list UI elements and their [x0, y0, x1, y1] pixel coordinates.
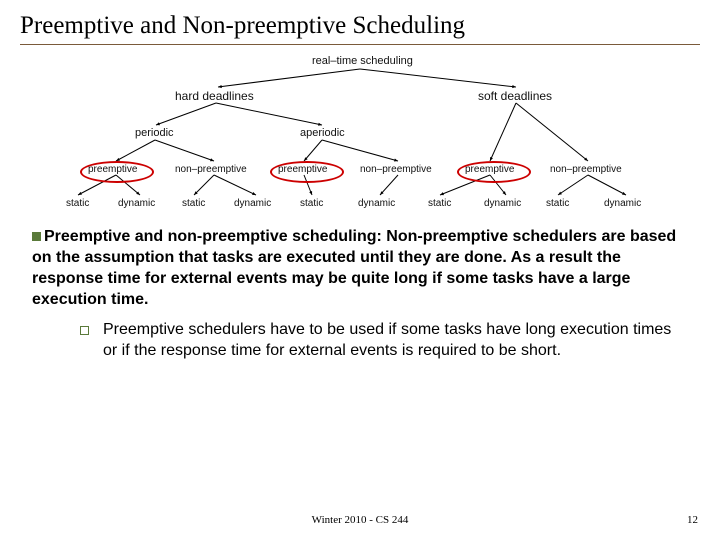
diagram-label-soft: soft deadlines [478, 89, 552, 103]
hollow-bullet-icon [80, 326, 89, 335]
tree-diagram: real–time scheduling hard deadlines soft d… [60, 55, 660, 210]
highlight-ellipse-0 [80, 161, 154, 183]
diagram-label-hard: hard deadlines [175, 89, 254, 103]
diagram-label-aperiodic: aperiodic [300, 127, 345, 139]
lead-text: Preemptive and non-preemptive scheduling… [44, 228, 386, 245]
diagram-label-st3: static [300, 198, 323, 209]
diagram-label-periodic: periodic [135, 127, 174, 139]
diagram-label-dy3: dynamic [358, 198, 395, 209]
diagram-label-st5: static [546, 198, 569, 209]
bullet-icon [32, 232, 41, 241]
diagram-label-non3: non–preemptive [550, 164, 622, 175]
page-number: 12 [687, 514, 698, 526]
highlight-ellipse-2 [457, 161, 531, 183]
diagram-label-st2: static [182, 198, 205, 209]
slide-title: Preemptive and Non-preemptive Scheduling [20, 12, 700, 40]
slide: Preemptive and Non-preemptive Scheduling… [0, 0, 720, 540]
diagram-label-st4: static [428, 198, 451, 209]
title-rule: Preemptive and Non-preemptive Scheduling [20, 12, 700, 45]
diagram-label-root: real–time scheduling [312, 55, 413, 67]
diagram-label-dy4: dynamic [484, 198, 521, 209]
diagram-label-st1: static [66, 198, 89, 209]
diagram-label-dy1: dynamic [118, 198, 155, 209]
sub-text: Preemptive schedulers have to be used if… [103, 320, 688, 361]
main-paragraph: Preemptive and non-preemptive scheduling… [32, 226, 688, 310]
footer-center: Winter 2010 - CS 244 [0, 514, 720, 526]
sub-bullet-row: Preemptive schedulers have to be used if… [80, 320, 688, 361]
highlight-ellipse-1 [270, 161, 344, 183]
diagram-label-dy2: dynamic [234, 198, 271, 209]
diagram-label-non1: non–preemptive [175, 164, 247, 175]
diagram-label-non2: non–preemptive [360, 164, 432, 175]
diagram-label-dy5: dynamic [604, 198, 641, 209]
